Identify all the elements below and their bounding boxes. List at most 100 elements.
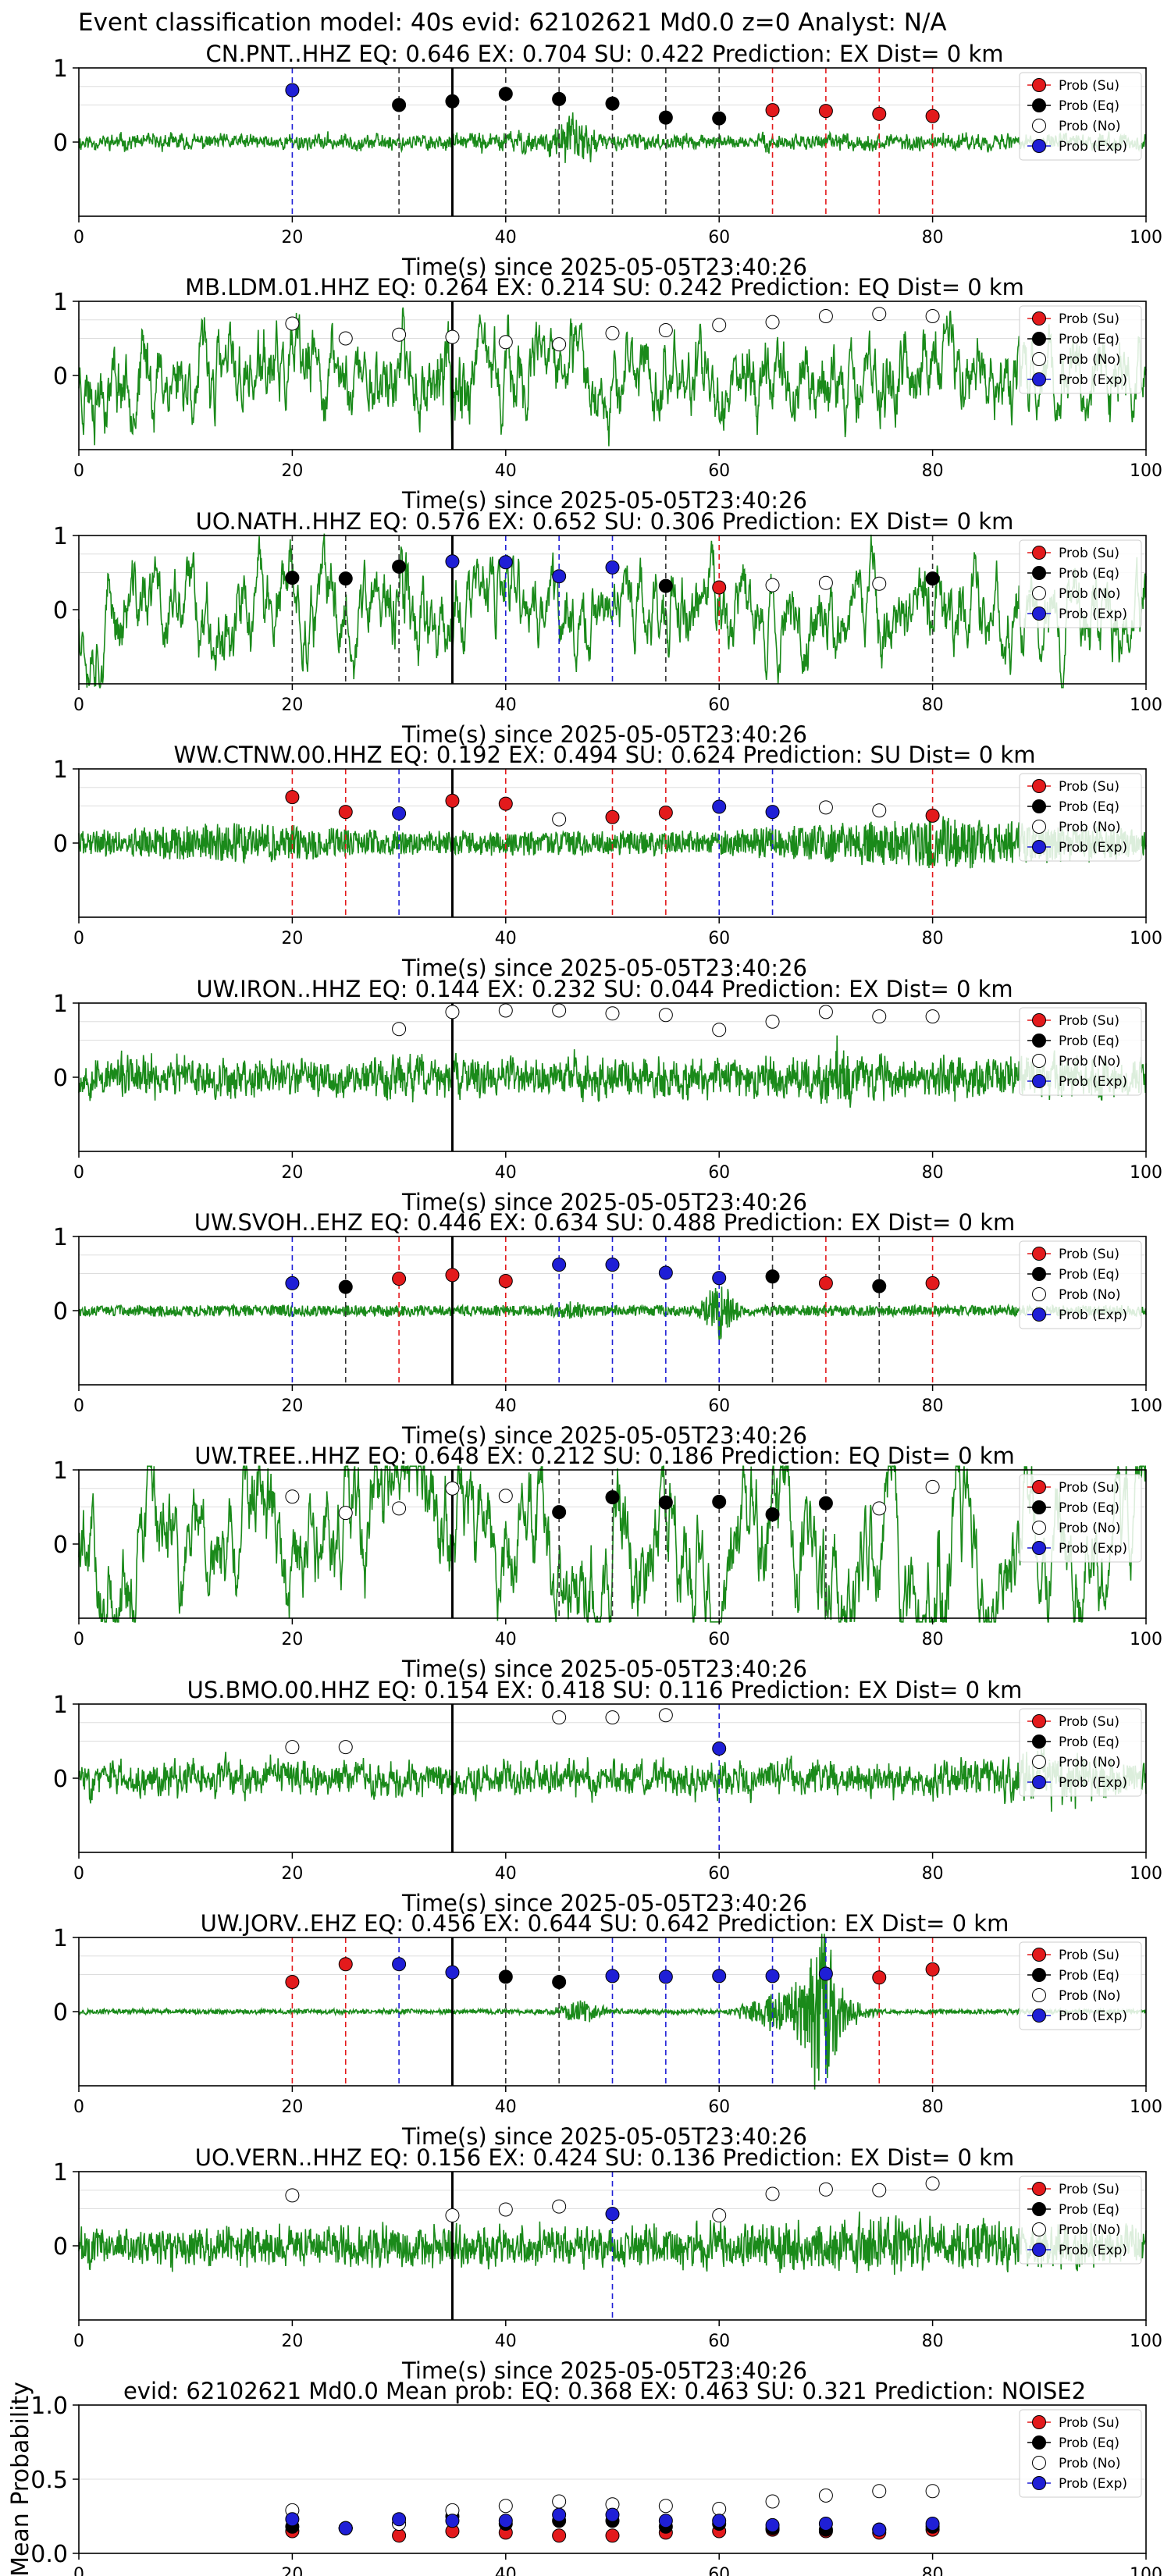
x-tick-label: 100 [1130,696,1162,715]
probability-point [818,1005,833,1019]
x-tick-label: 0 [73,696,84,715]
mean-prob-point [872,2484,887,2499]
x-tick-label: 100 [1130,461,1162,481]
panels: CN.PNT..HHZ EQ: 0.646 EX: 0.704 SU: 0.42… [7,41,1162,2576]
x-tick-label: 20 [281,1864,303,1884]
probability-point [712,2208,727,2223]
x-tick-label: 40 [495,461,517,481]
mean-prob-point [658,2499,673,2514]
legend-marker [1032,332,1046,346]
probability-point [392,559,407,574]
legend-marker [1032,2435,1046,2450]
x-tick-label: 60 [708,2565,730,2576]
probability-point [872,307,887,322]
probability-point [285,316,300,331]
legend-box [1019,1240,1142,1329]
x-tick-label: 20 [281,1163,303,1183]
legend-label: Prob (No) [1059,1755,1121,1770]
legend-box [1019,2409,1142,2498]
probability-point [445,2208,460,2223]
probability-point [392,1272,407,1286]
probability-point [925,1276,940,1290]
probability-point [765,1269,780,1284]
x-tick-label: 80 [922,1864,944,1884]
panel-title: UW.SVOH..EHZ EQ: 0.446 EX: 0.634 SU: 0.4… [194,1209,1016,1236]
legend-marker [1032,1521,1046,1535]
legend-marker [1032,1735,1046,1749]
x-tick-label: 40 [495,2097,517,2117]
probability-point [925,1009,940,1024]
plot-frame [78,2404,1147,2554]
legend-label: Prob (Exp) [1059,139,1127,155]
panel-title: evid: 62102621 Md0.0 Mean prob: EQ: 0.36… [123,2378,1086,2404]
waveform [78,112,1147,163]
legend-marker [1032,2243,1046,2257]
probability-point [392,98,407,112]
probability-point [818,309,833,323]
x-tick-label: 20 [281,228,303,247]
probability-point [392,327,407,342]
legend-marker [1032,820,1046,834]
plot-frame [78,768,1147,918]
legend-marker [1032,2008,1046,2023]
legend-label: Prob (Exp) [1059,2476,1127,2492]
x-tick-label: 100 [1130,929,1162,948]
legend-label: Prob (No) [1059,1287,1121,1303]
legend-box [1019,305,1142,394]
x-axis-label: Time(s) since 2025-05-05T23:40:26 [401,487,807,514]
legend-label: Prob (Su) [1059,2182,1119,2197]
legend-label: Prob (Exp) [1059,372,1127,388]
legend-label: Prob (Eq) [1059,2435,1119,2451]
x-tick-label: 100 [1130,228,1162,247]
legend-marker [1032,1267,1046,1281]
panel-title: MB.LDM.01.HHZ EQ: 0.264 EX: 0.214 SU: 0.… [185,274,1024,301]
x-tick-label: 60 [708,2332,730,2351]
legend-marker [1032,1755,1046,1769]
y-tick-label: 1 [53,1692,68,1719]
y-tick-label: 0 [53,1298,68,1325]
chart-panel-11: evid: 62102621 Md0.0 Mean prob: EQ: 0.36… [7,2378,1162,2576]
x-tick-label: 40 [495,228,517,247]
probability-point [392,806,407,820]
chart-panel-8: US.BMO.00.HHZ EQ: 0.154 EX: 0.418 SU: 0.… [53,1677,1162,1916]
probability-point [445,329,460,344]
mean-prob-point [285,2512,300,2527]
y-tick-label: 0 [53,2233,68,2261]
legend-box [1019,773,1142,862]
plot-frame [78,301,1147,450]
legend-box [1019,1708,1142,1797]
probability-point [658,323,673,338]
x-tick-label: 100 [1130,1630,1162,1649]
legend-label: Prob (No) [1059,352,1121,368]
legend-label: Prob (Eq) [1059,1267,1119,1283]
y-tick-label: 1 [53,1457,68,1485]
y-tick-label: 0 [53,831,68,858]
legend-marker [1032,1968,1046,1982]
mean-prob-point [872,2522,887,2537]
probability-point [338,571,353,586]
y-tick-label: 1 [53,55,68,83]
probability-point [552,569,567,584]
legend-marker [1032,1948,1046,1962]
probability-point [498,796,513,811]
mean-prob-point [498,2514,513,2528]
x-tick-label: 0 [73,2332,84,2351]
probability-point [552,1505,567,1520]
legend-label: Prob (Exp) [1059,1308,1127,1323]
probability-point [552,2199,567,2214]
x-tick-label: 40 [495,1163,517,1183]
legend-marker [1032,311,1046,326]
legend-marker [1032,1541,1046,1555]
legend-label: Prob (Su) [1059,546,1119,561]
legend-marker [1032,78,1046,92]
y-tick-label: 0 [53,597,68,624]
probability-point [872,2183,887,2197]
probability-point [338,1740,353,1755]
x-axis-label: Time(s) since 2025-05-05T23:40:26 [401,254,807,280]
legend-label: Prob (No) [1059,119,1121,134]
x-axis-label: Time(s) since 2025-05-05T23:40:26 [401,955,807,981]
legend-label: Prob (Exp) [1059,1541,1127,1557]
probability-point [658,578,673,593]
x-tick-label: 80 [922,228,944,247]
legend-marker [1032,98,1046,112]
